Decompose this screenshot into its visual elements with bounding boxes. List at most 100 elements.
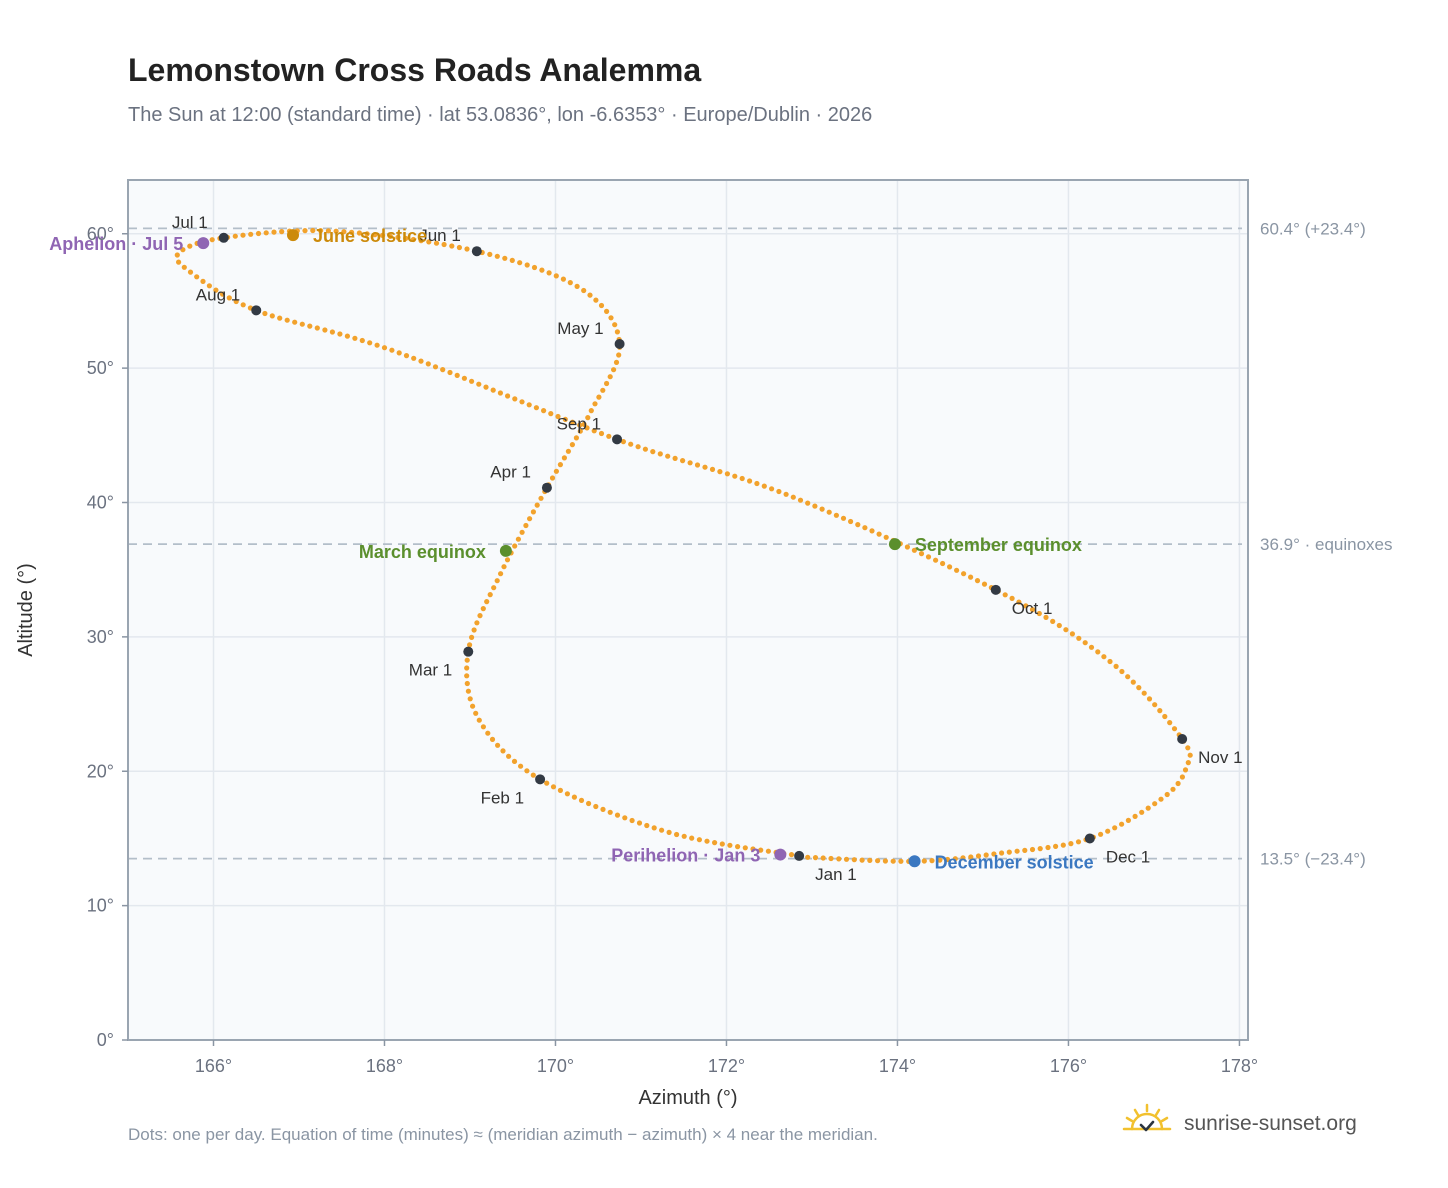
- daily-dot: [747, 478, 753, 484]
- daily-dot: [945, 856, 951, 863]
- daily-dot: [396, 350, 402, 356]
- daily-dot: [541, 408, 547, 414]
- daily-dot: [491, 585, 497, 591]
- month-marker: [1177, 734, 1188, 744]
- daily-dot: [284, 317, 290, 323]
- daily-dot: [890, 858, 896, 864]
- daily-dot: [788, 852, 795, 858]
- daily-dot: [1105, 828, 1111, 834]
- daily-dot: [515, 536, 522, 542]
- daily-dot: [473, 710, 479, 716]
- daily-dot: [600, 806, 606, 813]
- daily-dot: [704, 838, 710, 844]
- annotation-marker: [287, 229, 300, 242]
- daily-dot: [1182, 767, 1189, 773]
- daily-dot: [1171, 726, 1178, 732]
- daily-dot: [613, 359, 620, 365]
- daily-dot: [783, 491, 789, 497]
- daily-dot: [1152, 801, 1158, 807]
- month-label: Jul 1: [172, 213, 208, 232]
- daily-dot: [329, 329, 335, 335]
- daily-dot: [1006, 849, 1012, 855]
- daily-dot: [209, 237, 215, 243]
- daily-dot: [644, 822, 650, 829]
- daily-dot: [302, 228, 308, 234]
- month-markers: Jan 1 Feb 1 Mar 1 Apr 1 May 1 Jun 1 Jul 1 Aug 1…: [172, 213, 1243, 884]
- footnote: Dots: one per day. Equation of time (min…: [128, 1125, 878, 1144]
- daily-dot: [1170, 786, 1176, 792]
- daily-dot: [480, 724, 486, 730]
- y-axis-title: Altitude (°): [15, 563, 37, 657]
- daily-dot: [921, 858, 927, 864]
- x-tick-label: 178°: [1221, 1056, 1258, 1076]
- daily-dot: [187, 243, 193, 249]
- daily-dot: [848, 518, 854, 525]
- daily-dot: [591, 428, 597, 434]
- daily-dot: [359, 337, 365, 344]
- daily-dot: [765, 848, 772, 854]
- daily-dot: [403, 353, 410, 359]
- daily-dot: [1158, 796, 1164, 802]
- daily-dot: [279, 229, 285, 235]
- daily-dot: [524, 768, 530, 774]
- daily-dot: [862, 525, 868, 531]
- daily-dot: [467, 642, 473, 648]
- daily-dot: [681, 833, 687, 839]
- daily-dot: [557, 787, 564, 794]
- x-tick-label: 170°: [537, 1056, 574, 1076]
- daily-dot: [447, 369, 453, 376]
- daily-dot: [374, 342, 380, 348]
- daily-dot: [464, 680, 470, 687]
- daily-dot: [983, 852, 989, 858]
- daily-dot: [999, 850, 1005, 856]
- daily-dot: [395, 234, 401, 240]
- daily-dot: [635, 444, 641, 450]
- daily-dot: [484, 599, 490, 605]
- daily-dot: [596, 394, 602, 400]
- daily-dot: [512, 543, 518, 549]
- daily-dot: [607, 374, 613, 380]
- daily-dot: [616, 352, 622, 358]
- daily-dot: [548, 411, 554, 417]
- daily-dot: [742, 845, 748, 851]
- daily-dot: [519, 529, 525, 535]
- daily-dot: [754, 480, 760, 487]
- daily-dot: [240, 302, 246, 308]
- daily-dot: [569, 442, 576, 448]
- daily-dot: [571, 794, 578, 800]
- daily-dot: [553, 273, 559, 279]
- daily-dot: [544, 780, 550, 786]
- daily-dot: [598, 302, 605, 309]
- month-marker: [218, 232, 229, 243]
- daily-dot: [465, 688, 471, 694]
- daily-dot: [1157, 708, 1163, 714]
- daily-dot: [606, 433, 612, 439]
- daily-dot: [855, 522, 861, 528]
- daily-dot: [709, 466, 716, 472]
- daily-dot: [271, 229, 277, 235]
- daily-dot: [469, 378, 475, 384]
- daily-dot: [494, 253, 500, 259]
- daily-dot: [506, 753, 512, 759]
- daily-dot: [524, 262, 530, 268]
- annotation-marker: [908, 855, 921, 868]
- brand[interactable]: sunrise-sunset.org: [1120, 1103, 1357, 1144]
- daily-dot: [485, 730, 491, 736]
- daily-dot: [263, 230, 269, 236]
- daily-dot: [564, 791, 571, 797]
- daily-dot: [1069, 631, 1075, 637]
- daily-dot: [483, 384, 489, 390]
- daily-dot: [628, 441, 634, 447]
- daily-dot: [380, 232, 386, 238]
- annotation-label: Perihelion · Jan 3: [611, 846, 760, 866]
- daily-dot: [567, 280, 573, 286]
- daily-dot: [226, 295, 232, 301]
- daily-dot: [476, 381, 482, 387]
- daily-dot: [790, 494, 796, 500]
- reference-lines: 60.4° (+23.4°) 36.9° · equinoxes 13.5° (−2…: [128, 219, 1393, 869]
- month-label: Oct 1: [1012, 599, 1053, 618]
- daily-dot: [356, 230, 362, 236]
- daily-dot: [735, 844, 741, 850]
- daily-dot: [1164, 791, 1170, 798]
- daily-dot: [1112, 825, 1118, 831]
